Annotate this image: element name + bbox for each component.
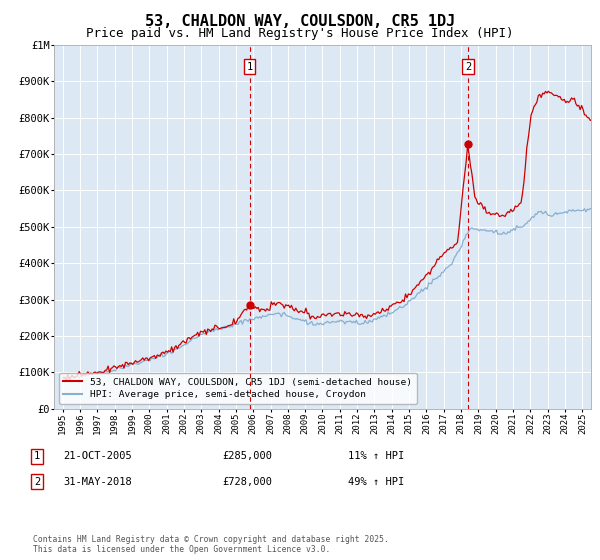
Text: Contains HM Land Registry data © Crown copyright and database right 2025.
This d: Contains HM Land Registry data © Crown c…	[33, 535, 389, 554]
Text: 49% ↑ HPI: 49% ↑ HPI	[348, 477, 404, 487]
Text: £285,000: £285,000	[222, 451, 272, 461]
Text: 2: 2	[465, 62, 471, 72]
Text: 1: 1	[34, 451, 40, 461]
Text: Price paid vs. HM Land Registry's House Price Index (HPI): Price paid vs. HM Land Registry's House …	[86, 27, 514, 40]
Text: 53, CHALDON WAY, COULSDON, CR5 1DJ: 53, CHALDON WAY, COULSDON, CR5 1DJ	[145, 14, 455, 29]
Text: 31-MAY-2018: 31-MAY-2018	[63, 477, 132, 487]
Legend: 53, CHALDON WAY, COULSDON, CR5 1DJ (semi-detached house), HPI: Average price, se: 53, CHALDON WAY, COULSDON, CR5 1DJ (semi…	[59, 373, 416, 404]
Text: 1: 1	[247, 62, 253, 72]
Text: 2: 2	[34, 477, 40, 487]
Text: 11% ↑ HPI: 11% ↑ HPI	[348, 451, 404, 461]
Text: 21-OCT-2005: 21-OCT-2005	[63, 451, 132, 461]
Text: £728,000: £728,000	[222, 477, 272, 487]
